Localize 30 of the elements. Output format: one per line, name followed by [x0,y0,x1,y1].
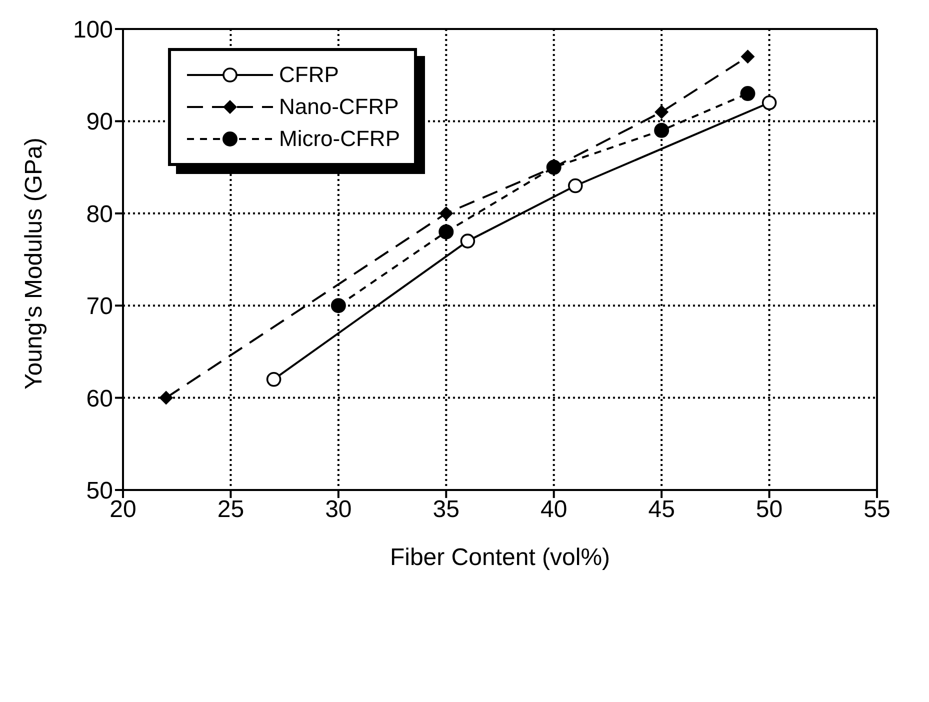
point [330,298,346,314]
point [654,104,669,119]
point [762,95,777,110]
y-tick-label: 70 [86,293,113,320]
y-tick-label: 100 [72,16,113,44]
x-tick-label: 50 [756,496,783,524]
x-tick-label: 25 [217,496,244,524]
y-axis-title: Young's Modulus (GPa) [20,138,48,390]
legend-label: Micro-CFRP [279,126,400,152]
x-tick-label: 55 [864,496,890,524]
x-tick-label: 45 [648,496,675,524]
x-tick-label: 35 [432,496,460,524]
point [438,224,454,240]
x-tick-label: 20 [110,496,136,524]
point [439,206,454,220]
legend-label: Nano-CFRP [279,94,399,120]
point [460,234,476,248]
point [159,390,174,405]
point [568,178,583,194]
y-tick-label: 60 [86,385,113,412]
point [654,122,670,138]
x-tick-label: 40 [540,496,568,524]
x-tick-label: 30 [325,496,352,524]
legend-label: CFRP [279,62,339,88]
y-tick-label: 80 [86,200,113,228]
x-axis-title: Fiber Content (vol%) [390,544,610,571]
y-tick-label: 90 [86,108,113,136]
point [740,50,755,64]
point [266,372,282,387]
point [740,86,756,102]
